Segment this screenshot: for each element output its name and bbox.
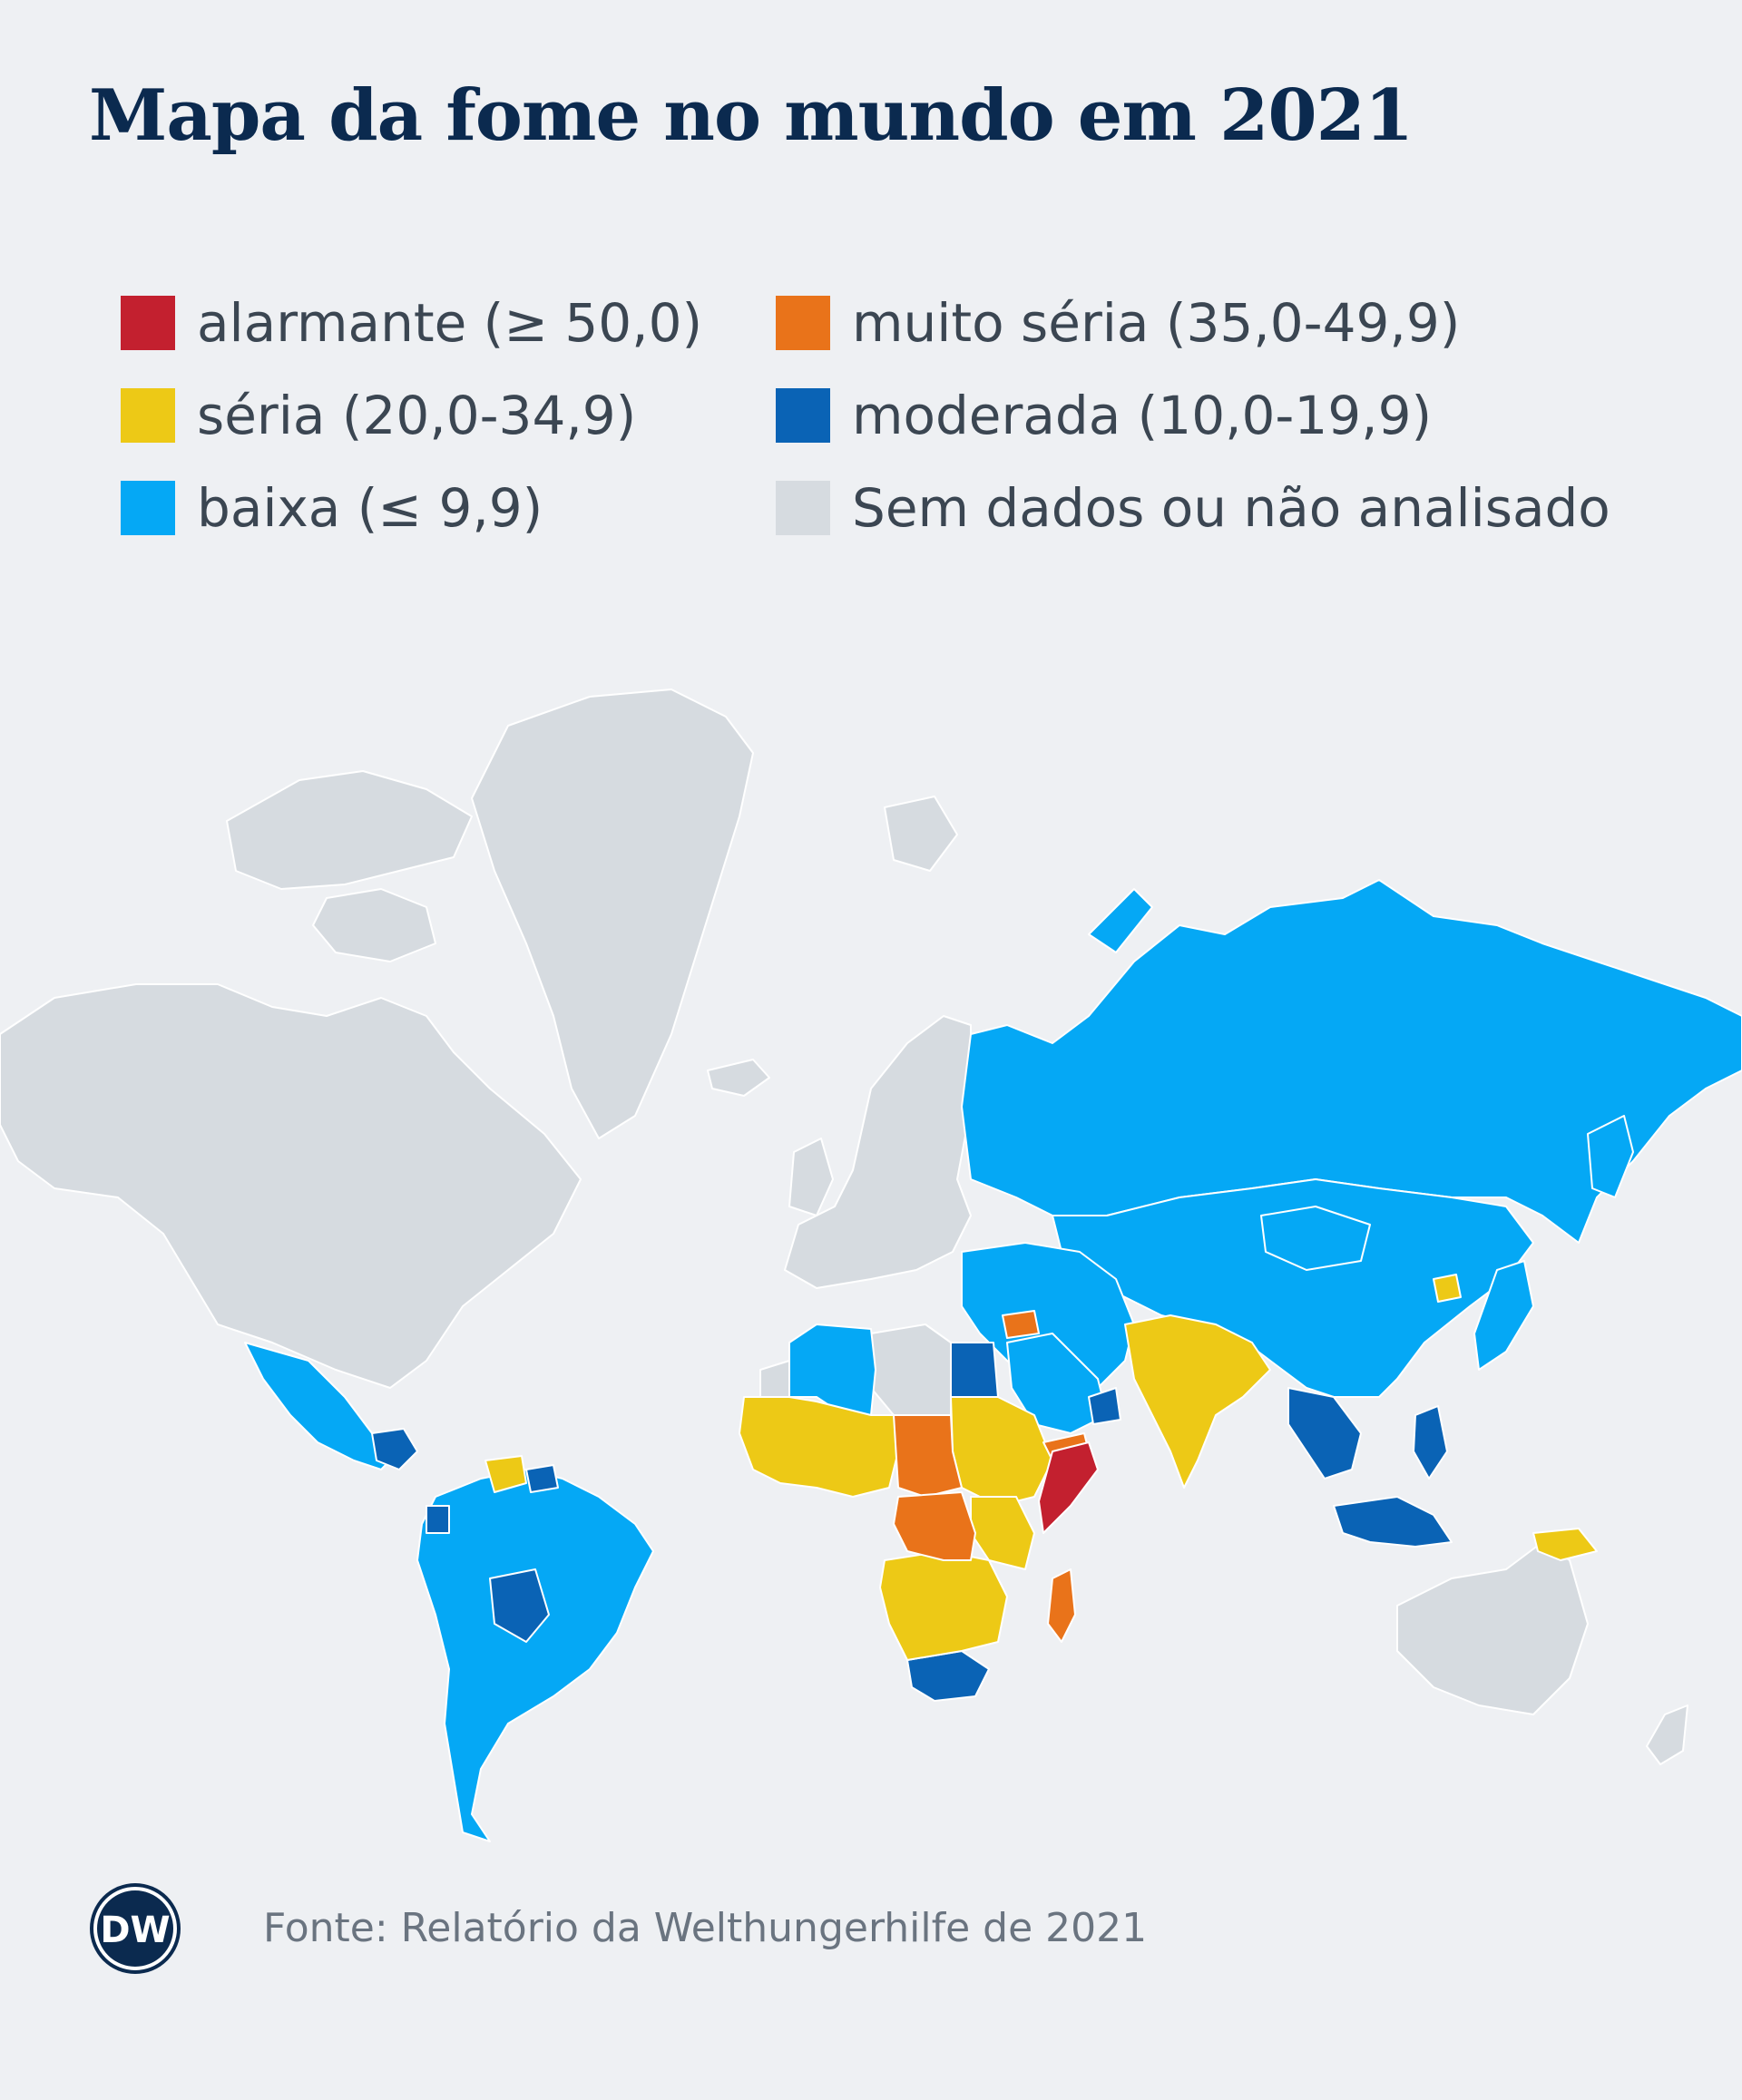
legend-label-moderate: moderada (10,0-19,9) <box>852 385 1433 446</box>
world-hunger-map <box>0 689 1742 1842</box>
region-novaya-zemlya <box>1088 888 1153 953</box>
legend: alarmante (≥ 50,0) muito séria (35,0-49,… <box>0 0 1742 581</box>
region-ecuador <box>426 1505 450 1534</box>
legend-item-moderate: moderada (10,0-19,9) <box>776 385 1432 446</box>
region-guianas <box>525 1464 559 1493</box>
region-europe <box>784 1015 972 1289</box>
legend-label-low: baixa (≤ 9,9) <box>197 477 543 539</box>
legend-swatch-no-data <box>776 481 830 535</box>
region-svalbard <box>884 796 958 872</box>
dw-logo-icon: DW <box>90 1883 181 1974</box>
region-drc <box>893 1491 976 1561</box>
region-mongolia <box>1260 1206 1371 1271</box>
region-uk <box>788 1138 834 1216</box>
legend-item-serious: séria (20,0-34,9) <box>121 385 636 446</box>
legend-swatch-alarming <box>121 296 175 350</box>
region-north-america <box>0 983 582 1389</box>
legend-swatch-low <box>121 481 175 535</box>
region-canadian-islands <box>312 888 436 962</box>
region-southern-africa <box>879 1550 1008 1661</box>
region-china-central-asia <box>1052 1178 1534 1398</box>
source-note: Fonte: Relatório da Welthungerhilfe de 2… <box>263 1905 1148 1951</box>
legend-swatch-very-serious <box>776 296 830 350</box>
map-title: Mapa da fome no mundo em 2021 <box>89 74 1414 157</box>
region-kamchatka <box>1587 1115 1634 1198</box>
legend-item-very-serious: muito séria (35,0-49,9) <box>776 292 1460 354</box>
region-arabia <box>1006 1333 1108 1434</box>
region-japan <box>1473 1260 1534 1371</box>
region-south-asia <box>1124 1314 1271 1489</box>
region-somalia <box>1038 1441 1099 1534</box>
region-southeast-asia <box>1287 1387 1362 1480</box>
region-chad-car <box>893 1414 963 1498</box>
region-libya <box>870 1323 952 1416</box>
region-australia <box>1396 1541 1589 1715</box>
region-madagascar <box>1047 1568 1076 1643</box>
region-iceland <box>707 1059 770 1097</box>
region-indonesia <box>1333 1496 1453 1548</box>
region-greenland <box>471 689 754 1139</box>
region-syria <box>1002 1310 1040 1339</box>
region-central-america <box>371 1428 418 1470</box>
legend-item-alarming: alarmante (≥ 50,0) <box>121 292 702 354</box>
legend-item-low: baixa (≤ 9,9) <box>121 477 543 539</box>
region-papua <box>1532 1528 1598 1561</box>
legend-label-no-data: Sem dados ou não analisado <box>852 477 1610 539</box>
region-west-africa <box>739 1396 899 1498</box>
legend-swatch-serious <box>121 388 175 443</box>
region-venezuela <box>484 1455 527 1493</box>
region-new-zealand <box>1646 1704 1688 1765</box>
legend-label-serious: séria (20,0-34,9) <box>197 385 637 446</box>
legend-label-very-serious: muito séria (35,0-49,9) <box>852 292 1461 354</box>
region-north-korea <box>1433 1274 1462 1303</box>
region-canadian-arctic <box>226 770 473 890</box>
dw-logo-text: DW <box>100 1910 170 1951</box>
region-oman-gulf <box>1088 1387 1121 1425</box>
region-egypt <box>950 1342 999 1398</box>
legend-swatch-moderate <box>776 388 830 443</box>
legend-label-alarming: alarmante (≥ 50,0) <box>197 292 703 354</box>
region-philippines <box>1413 1405 1448 1480</box>
region-bolivia-paraguay <box>489 1568 550 1643</box>
region-south-america <box>416 1469 654 1842</box>
legend-item-no-data: Sem dados ou não analisado <box>776 477 1610 539</box>
region-mexico <box>244 1342 400 1470</box>
